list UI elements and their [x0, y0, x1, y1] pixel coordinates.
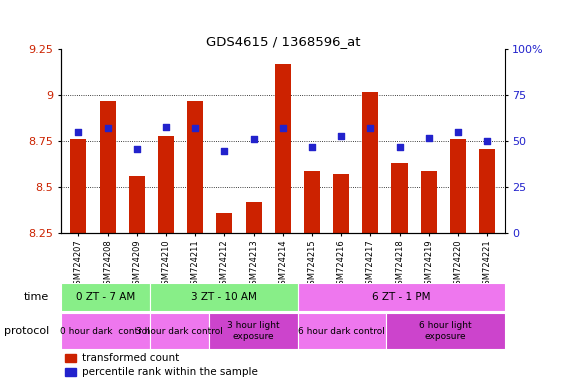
Bar: [66, 354, 76, 362]
Bar: [66, 368, 76, 376]
Point: [220, 147, 229, 154]
Bar: [362, 91, 378, 233]
Bar: [129, 176, 145, 233]
Text: 3 ZT - 10 AM: 3 ZT - 10 AM: [191, 292, 256, 302]
Bar: [61, 283, 150, 311]
Point: [161, 124, 171, 130]
Point: [365, 125, 375, 131]
Text: protocol: protocol: [4, 326, 49, 336]
Bar: [150, 283, 298, 311]
Point: [103, 125, 113, 131]
Bar: [187, 101, 203, 233]
Point: [191, 125, 200, 131]
Point: [74, 129, 83, 135]
Bar: [150, 313, 209, 349]
Point: [132, 146, 142, 152]
Point: [395, 144, 404, 150]
Text: 0 hour dark  control: 0 hour dark control: [60, 327, 150, 336]
Bar: [450, 139, 466, 233]
Bar: [298, 313, 386, 349]
Text: 6 hour light
exposure: 6 hour light exposure: [419, 321, 472, 341]
Bar: [209, 313, 298, 349]
Bar: [298, 283, 505, 311]
Point: [453, 129, 462, 135]
Bar: [386, 313, 505, 349]
Text: transformed count: transformed count: [82, 353, 180, 363]
Bar: [392, 164, 408, 233]
Bar: [275, 64, 291, 233]
Point: [483, 138, 492, 144]
Text: time: time: [24, 292, 49, 302]
Bar: [304, 171, 320, 233]
Bar: [158, 136, 174, 233]
Text: 0 ZT - 7 AM: 0 ZT - 7 AM: [75, 292, 135, 302]
Text: 6 hour dark control: 6 hour dark control: [299, 327, 385, 336]
Text: 3 hour light
exposure: 3 hour light exposure: [227, 321, 280, 341]
Bar: [479, 149, 495, 233]
Bar: [216, 213, 233, 233]
Bar: [245, 202, 262, 233]
Bar: [70, 139, 86, 233]
Point: [278, 125, 288, 131]
Bar: [420, 171, 437, 233]
Bar: [333, 174, 349, 233]
Point: [424, 134, 433, 141]
Text: percentile rank within the sample: percentile rank within the sample: [82, 367, 258, 377]
Bar: [61, 313, 150, 349]
Point: [249, 136, 258, 142]
Text: 6 ZT - 1 PM: 6 ZT - 1 PM: [372, 292, 430, 302]
Point: [307, 144, 317, 150]
Point: [336, 133, 346, 139]
Title: GDS4615 / 1368596_at: GDS4615 / 1368596_at: [205, 35, 360, 48]
Text: 3 hour dark control: 3 hour dark control: [136, 327, 223, 336]
Bar: [100, 101, 115, 233]
